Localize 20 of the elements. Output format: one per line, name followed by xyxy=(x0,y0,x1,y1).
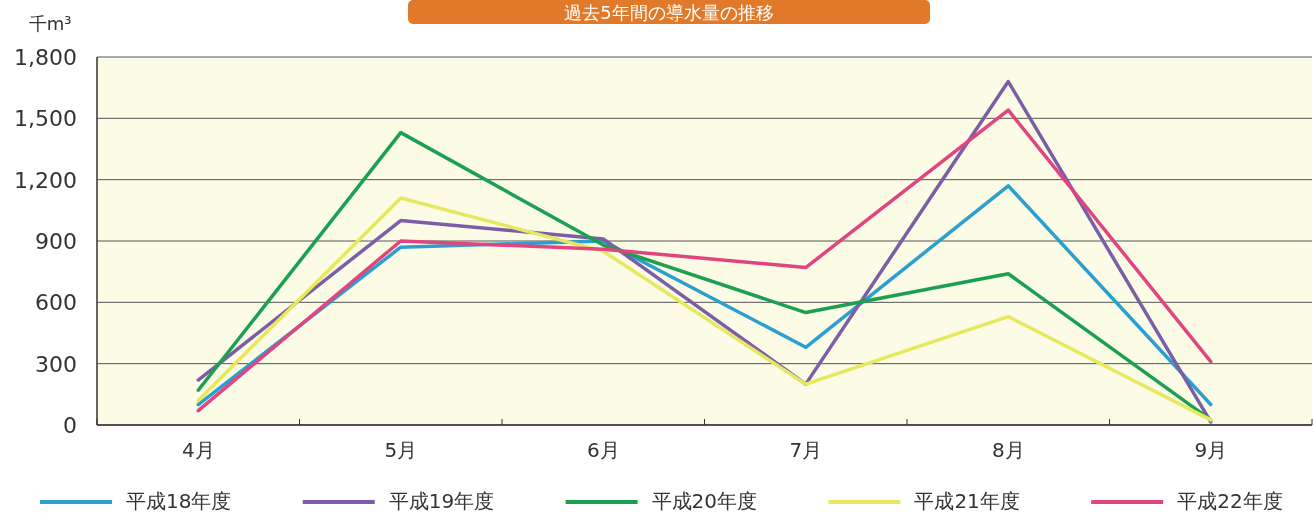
legend-label: 平成19年度 xyxy=(388,489,495,513)
y-tick-label: 900 xyxy=(35,229,77,254)
legend-label: 平成22年度 xyxy=(1177,489,1283,513)
y-tick-label: 1,500 xyxy=(14,106,77,132)
legend-label: 平成20年度 xyxy=(651,489,758,513)
y-tick-label: 600 xyxy=(35,290,77,316)
y-axis-title: 千m³ xyxy=(28,13,72,34)
y-tick-label: 0 xyxy=(63,413,77,438)
chart-title: 過去5年間の導水量の推移 xyxy=(564,2,774,23)
y-tick-label: 300 xyxy=(35,351,77,377)
y-tick-label: 1,200 xyxy=(14,167,77,193)
legend-label: 平成18年度 xyxy=(126,489,232,513)
x-tick-label: 9月 xyxy=(1194,438,1228,462)
y-tick-label: 1,800 xyxy=(14,45,77,70)
x-tick-label: 6月 xyxy=(586,438,620,462)
x-tick-label: 7月 xyxy=(789,438,823,462)
legend-label: 平成21年度 xyxy=(914,489,1020,513)
x-tick-label: 4月 xyxy=(181,438,215,462)
x-tick-label: 5月 xyxy=(384,438,418,462)
x-tick-label: 8月 xyxy=(991,438,1025,462)
